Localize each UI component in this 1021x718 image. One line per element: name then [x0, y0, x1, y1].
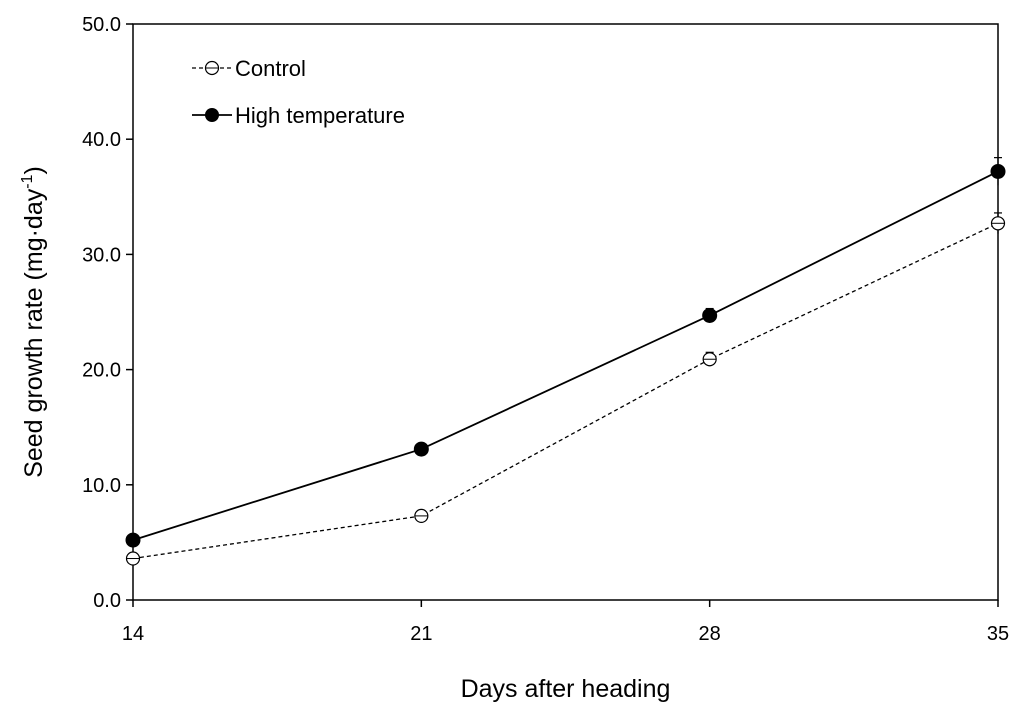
- series-line: [132, 222, 999, 560]
- x-tick-label: 21: [410, 623, 432, 645]
- legend-label: Control: [235, 56, 306, 81]
- y-tick-label: 0.0: [93, 590, 121, 612]
- series-high-temperature: [125, 157, 1006, 548]
- axes: [126, 23, 999, 607]
- x-axis-title: Days after heading: [461, 675, 671, 703]
- y-axis-title-close: ): [20, 166, 48, 174]
- y-tick-label: 20.0: [82, 360, 121, 382]
- x-tick-label: 28: [699, 623, 721, 645]
- data-point: [413, 441, 429, 457]
- y-axis-title-main: Seed growth rate (mg·day: [20, 188, 48, 478]
- series-line: [132, 170, 999, 541]
- y-tick-label: 40.0: [82, 129, 121, 151]
- plot-frame: [132, 23, 999, 601]
- y-axis-title: Seed growth rate (mg·day-1): [19, 166, 48, 478]
- y-tick-label: 30.0: [82, 244, 121, 266]
- legend-item: High temperature: [192, 103, 405, 128]
- y-axis-title-superscript: -1: [19, 174, 36, 188]
- x-tick-label: 14: [122, 623, 144, 645]
- data-point: [125, 532, 141, 548]
- legend-label: High temperature: [235, 103, 405, 128]
- legend-item: Control: [192, 56, 306, 81]
- y-tick-label: 10.0: [82, 475, 121, 497]
- data-point: [990, 163, 1006, 179]
- x-tick-label: 35: [987, 623, 1009, 645]
- legend: Control High temperature: [192, 56, 405, 128]
- x-tick-labels: 14 21 28 35: [122, 623, 1009, 645]
- series-control: [125, 212, 1006, 566]
- data-point: [702, 307, 718, 323]
- y-tick-labels: 0.0 10.0 20.0 30.0 40.0 50.0: [82, 14, 121, 612]
- series-layer: [125, 157, 1006, 566]
- legend-marker: [205, 108, 219, 122]
- y-tick-label: 50.0: [82, 14, 121, 36]
